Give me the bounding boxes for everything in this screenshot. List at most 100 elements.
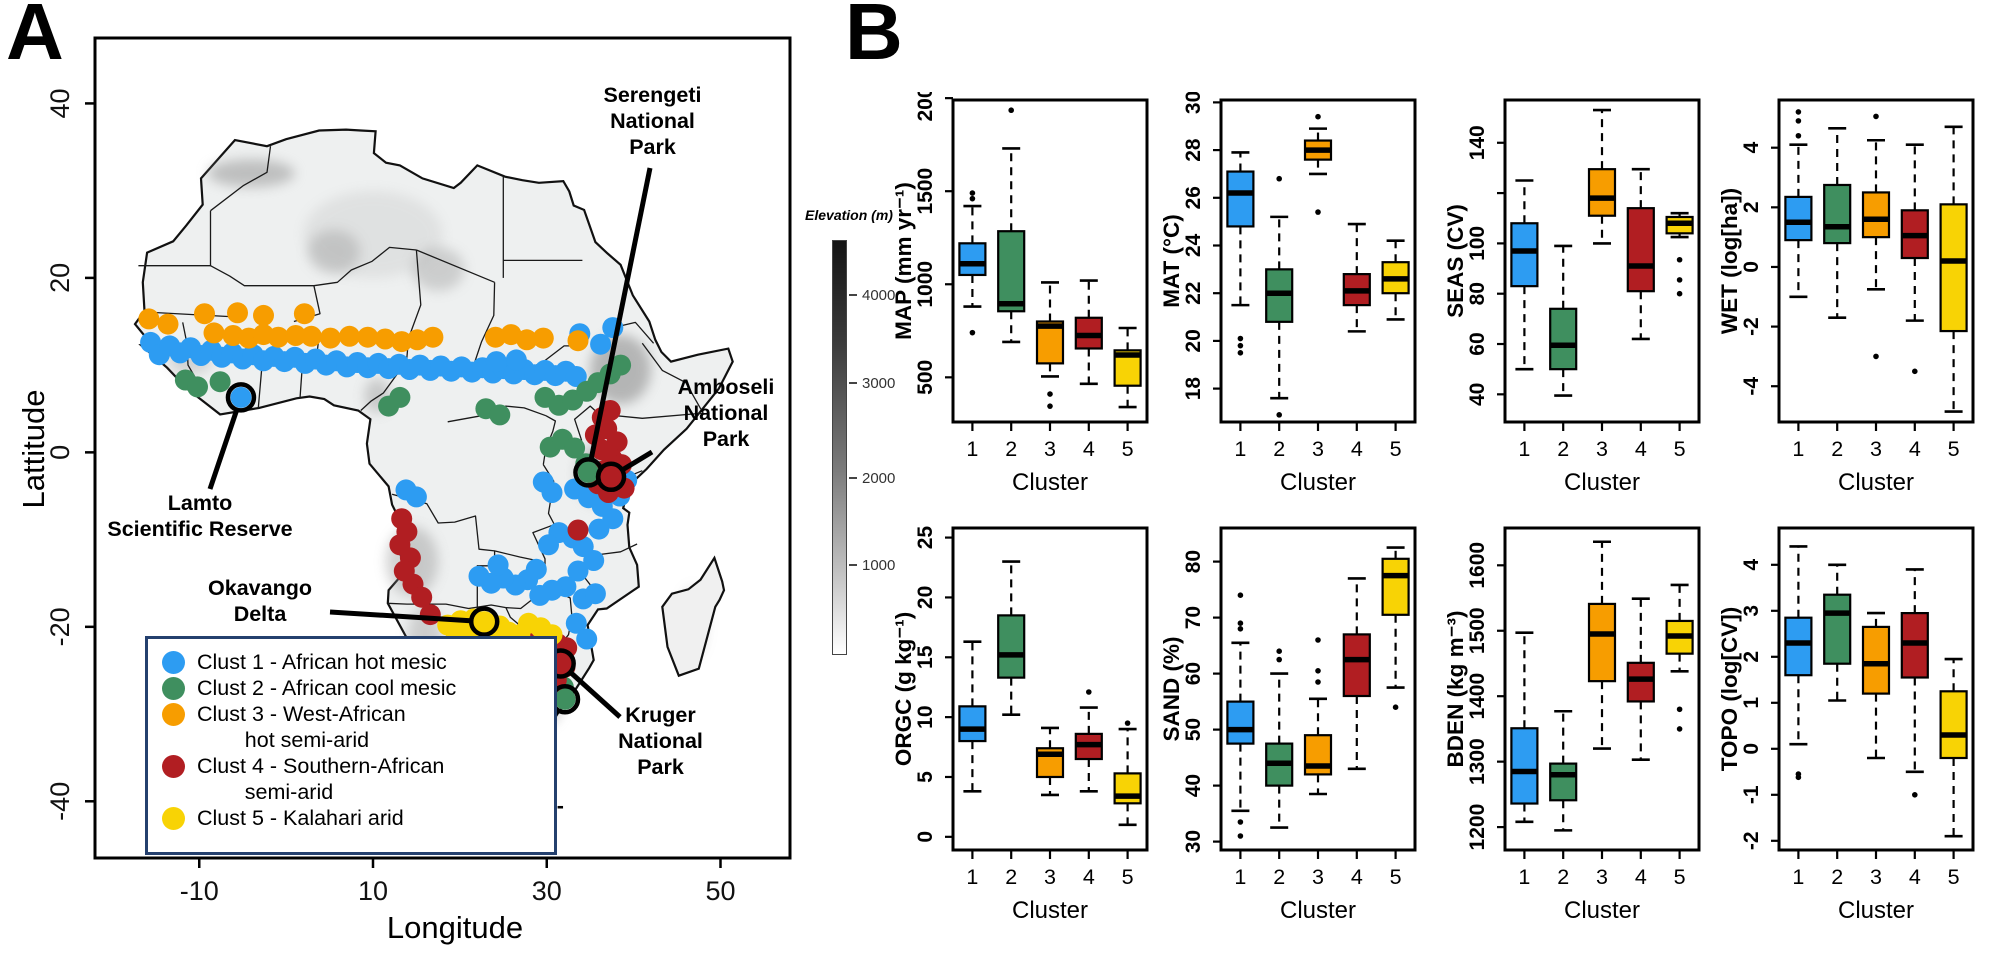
outlier-point <box>1676 290 1683 297</box>
country-border <box>360 338 410 411</box>
x-tick-label: 3 <box>1870 865 1882 889</box>
lon-tick-label: 50 <box>705 876 735 906</box>
y-tick-label: 20 <box>914 586 937 609</box>
lat-tick-label: 40 <box>45 88 75 118</box>
boxplot-wet: -4 -2 0 2 4 WET (log[ha]) 1 2 3 4 5 Cluster <box>1717 92 1986 517</box>
box-MAP-cluster-2 <box>997 230 1026 313</box>
latitude-axis-label: Lattitude <box>16 389 51 509</box>
outlier-point <box>1315 637 1321 643</box>
outlier-point <box>1912 792 1918 798</box>
legend-item-label: Clust 1 - African hot mesic <box>197 650 447 674</box>
map-dots-clust1 <box>140 317 638 650</box>
outlier-point <box>1912 368 1918 375</box>
site-label-kruger: Kruger National Park <box>618 703 703 780</box>
x-tick-label: 2 <box>1005 437 1017 461</box>
outlier-point <box>1795 118 1802 124</box>
box-ORGC-cluster-2 <box>997 614 1026 679</box>
x-tick-label: 2 <box>1557 437 1569 461</box>
cluster3-swatch-icon <box>162 703 185 726</box>
outlier-point <box>1237 819 1244 825</box>
y-tick-label: 50 <box>1182 718 1205 741</box>
boxplot-sand: 30 40 50 60 70 80 SAND (%) 1 2 3 4 5 Cluster <box>1159 520 1428 945</box>
x-tick-label: 1 <box>1792 865 1804 889</box>
outlier-point <box>969 329 976 336</box>
site-label-amboseli: Amboseli National Park <box>677 375 775 452</box>
longitude-axis-label: Longitude <box>386 910 524 945</box>
x-tick-label: 3 <box>1312 437 1324 461</box>
x-axis-label: Cluster <box>1564 897 1640 924</box>
y-tick-label: 0 <box>1740 261 1763 273</box>
x-tick-label: 3 <box>1596 865 1608 889</box>
x-tick-label: 4 <box>1083 437 1095 461</box>
x-axis-label: Cluster <box>1838 897 1914 924</box>
y-axis-label: SEAS (CV) <box>1447 204 1468 318</box>
y-tick-label: 4 <box>1740 142 1763 154</box>
outlier-point <box>1795 109 1802 115</box>
tick-mark-icon <box>849 294 857 296</box>
x-tick-label: 1 <box>966 865 978 889</box>
x-tick-label: 5 <box>1122 865 1134 889</box>
box-BDEN-cluster-2 <box>1549 762 1578 802</box>
box-MAP-cluster-1 <box>958 242 987 277</box>
elevation-tick: 3000 <box>849 375 919 392</box>
box-BDEN-cluster-3 <box>1587 602 1617 683</box>
x-tick-label: 2 <box>1005 865 1017 889</box>
callout-line-amboseli <box>621 449 654 472</box>
box-TOPO-cluster-3 <box>1861 625 1891 695</box>
y-tick-label: 2000 <box>914 92 937 121</box>
box-SEAS-cluster-3 <box>1587 168 1617 217</box>
box-BDEN-cluster-1 <box>1510 727 1539 805</box>
y-tick-label: 1600 <box>1466 542 1489 589</box>
country-border <box>387 602 507 610</box>
x-tick-label: 3 <box>1044 865 1056 889</box>
y-axis-label: ORGC (g kg⁻¹) <box>895 612 916 766</box>
country-border <box>142 311 240 318</box>
legend-item-clust4: Clust 4 - Southern-African semi-arid <box>160 753 542 805</box>
callout-line-lamto <box>207 409 239 490</box>
outlier-point <box>1315 209 1321 215</box>
outlier-point <box>1315 679 1321 685</box>
lat-tick-label: -20 <box>45 607 75 646</box>
outlier-point <box>1086 689 1092 695</box>
outlier-point <box>1676 277 1683 283</box>
x-tick-label: 5 <box>1948 865 1960 889</box>
x-tick-label: 5 <box>1390 865 1402 889</box>
legend-item-clust5: Clust 5 - Kalahari arid <box>160 805 542 831</box>
x-tick-label: 4 <box>1351 865 1363 889</box>
madagascar-outline <box>661 555 726 678</box>
map-border <box>93 36 792 860</box>
boxplot-seas: 40 60 80 100 140 SEAS (CV) 1 2 3 4 5 Cluster <box>1443 92 1712 517</box>
x-tick-label: 2 <box>1831 865 1843 889</box>
x-tick-label: 1 <box>966 437 978 461</box>
cluster5-swatch-icon <box>162 807 185 830</box>
lat-tick-label: 0 <box>45 445 75 460</box>
outlier-point <box>1276 412 1282 418</box>
y-axis-label: WET (log[ha]) <box>1721 188 1742 334</box>
y-tick-label: 2 <box>1740 651 1763 663</box>
elevation-tick: 1000 <box>849 556 919 574</box>
country-border <box>210 146 272 212</box>
y-tick-label: 60 <box>1182 662 1205 685</box>
outlier-point <box>969 195 976 202</box>
y-tick-label: 18 <box>1182 377 1205 401</box>
site-label-okavango: Okavango Delta <box>208 576 312 627</box>
y-tick-label: -1 <box>1740 785 1763 804</box>
map-dots-clust3 <box>138 302 589 353</box>
outlier-point <box>1047 391 1053 397</box>
lat-tick-label: 20 <box>45 263 75 293</box>
y-axis-label: TOPO (log[CV]) <box>1721 607 1742 772</box>
y-tick-label: 1400 <box>1466 673 1489 720</box>
box-TOPO-cluster-2 <box>1823 593 1852 665</box>
outlier-point <box>1237 592 1244 598</box>
outlier-point <box>1237 620 1244 626</box>
box-TOPO-cluster-1 <box>1784 616 1813 677</box>
boxplot-orgc: 0 5 10 15 20 25 ORGC (g kg⁻¹) 1 2 3 4 5 Cluster <box>891 520 1160 945</box>
outlier-point <box>1676 726 1683 732</box>
y-tick-label: 40 <box>1466 383 1489 406</box>
x-tick-label: 1 <box>1518 437 1530 461</box>
y-tick-label: 1200 <box>1466 804 1489 851</box>
elevation-tick-label: 1000 <box>862 556 896 574</box>
box-SEAS-cluster-2 <box>1549 307 1578 371</box>
x-axis-label: Cluster <box>1838 469 1914 496</box>
